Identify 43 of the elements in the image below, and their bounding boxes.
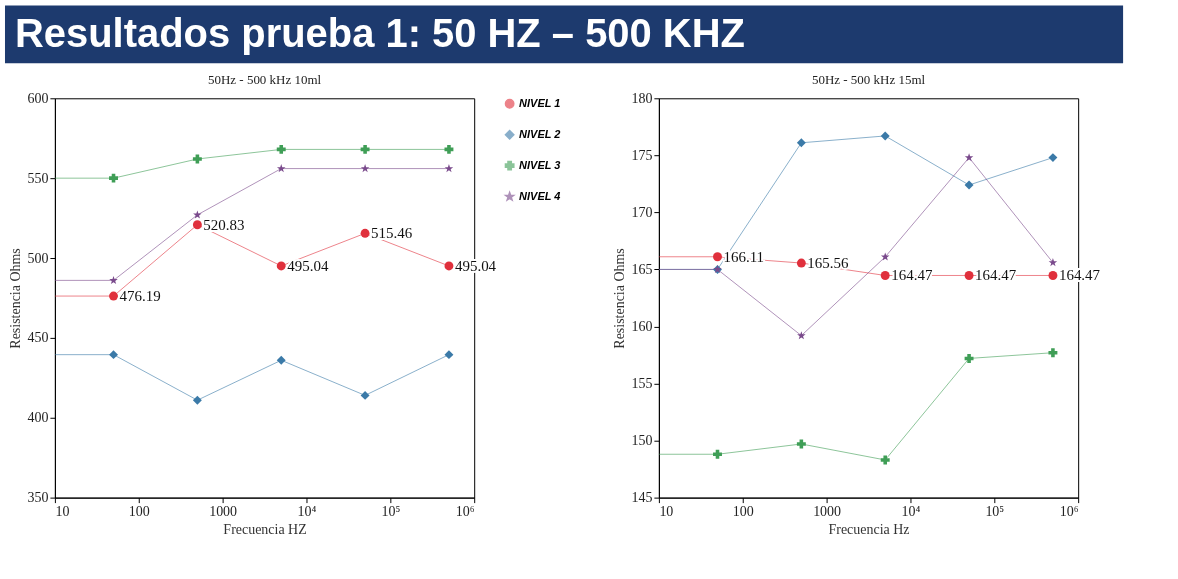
y-tick-label: 160	[631, 318, 653, 334]
y-tick-label: 500	[27, 250, 49, 266]
y-tick-label: 145	[631, 490, 653, 506]
text: Resultados prueba 1: 50 HZ – 500 KHZ	[14, 11, 745, 56]
x-tick-label: 10	[55, 504, 70, 520]
x-axis-title: Frecuencia HZ	[223, 522, 307, 538]
data-label: 515.46	[371, 225, 413, 242]
y-tick-label: 450	[27, 330, 49, 346]
x-tick-label: 10⁶	[455, 504, 475, 520]
x-tick-label: 10⁵	[381, 504, 401, 520]
y-tick-label: 600	[27, 90, 49, 106]
legend-label: NIVEL 2	[519, 127, 561, 140]
legend-label: NIVEL 1	[519, 96, 561, 109]
data-label: 476.19	[119, 288, 161, 305]
y-tick-label: 400	[27, 410, 49, 426]
x-axis-title: Frecuencia Hz	[828, 522, 910, 538]
x-tick-label: 100	[128, 504, 150, 520]
chart-title: 50Hz - 500 kHz 10ml	[208, 72, 322, 88]
legend-label: NIVEL 3	[519, 158, 561, 171]
y-axis-title: Resistencia Ohms	[8, 248, 24, 349]
x-tick-label: 1000	[209, 504, 238, 520]
x-tick-label: 10⁴	[901, 504, 921, 520]
y-tick-label: 180	[631, 90, 653, 106]
x-tick-label: 10	[659, 504, 674, 520]
data-label: 166.11	[723, 248, 765, 265]
y-tick-label: 155	[631, 376, 653, 392]
y-tick-label: 165	[631, 261, 653, 277]
y-tick-label: 150	[631, 433, 653, 449]
x-tick-label: 1000	[813, 504, 842, 520]
x-tick-label: 10⁴	[297, 504, 317, 520]
chart-title: 50Hz - 500 kHz 15ml	[811, 72, 926, 88]
y-tick-label: 170	[631, 204, 653, 220]
data-label: 495.04	[287, 257, 329, 274]
data-label: 520.83	[203, 216, 245, 233]
x-tick-label: 10⁵	[985, 504, 1005, 520]
y-tick-label: 350	[27, 490, 49, 506]
y-axis-title: Resistencia Ohms	[612, 248, 628, 349]
x-tick-label: 10⁶	[1059, 504, 1079, 520]
x-tick-label: 100	[732, 504, 754, 520]
y-tick-label: 550	[27, 170, 49, 186]
legend-label: NIVEL 4	[519, 189, 561, 202]
data-label: 165.56	[807, 255, 850, 272]
y-tick-label: 175	[631, 147, 653, 163]
